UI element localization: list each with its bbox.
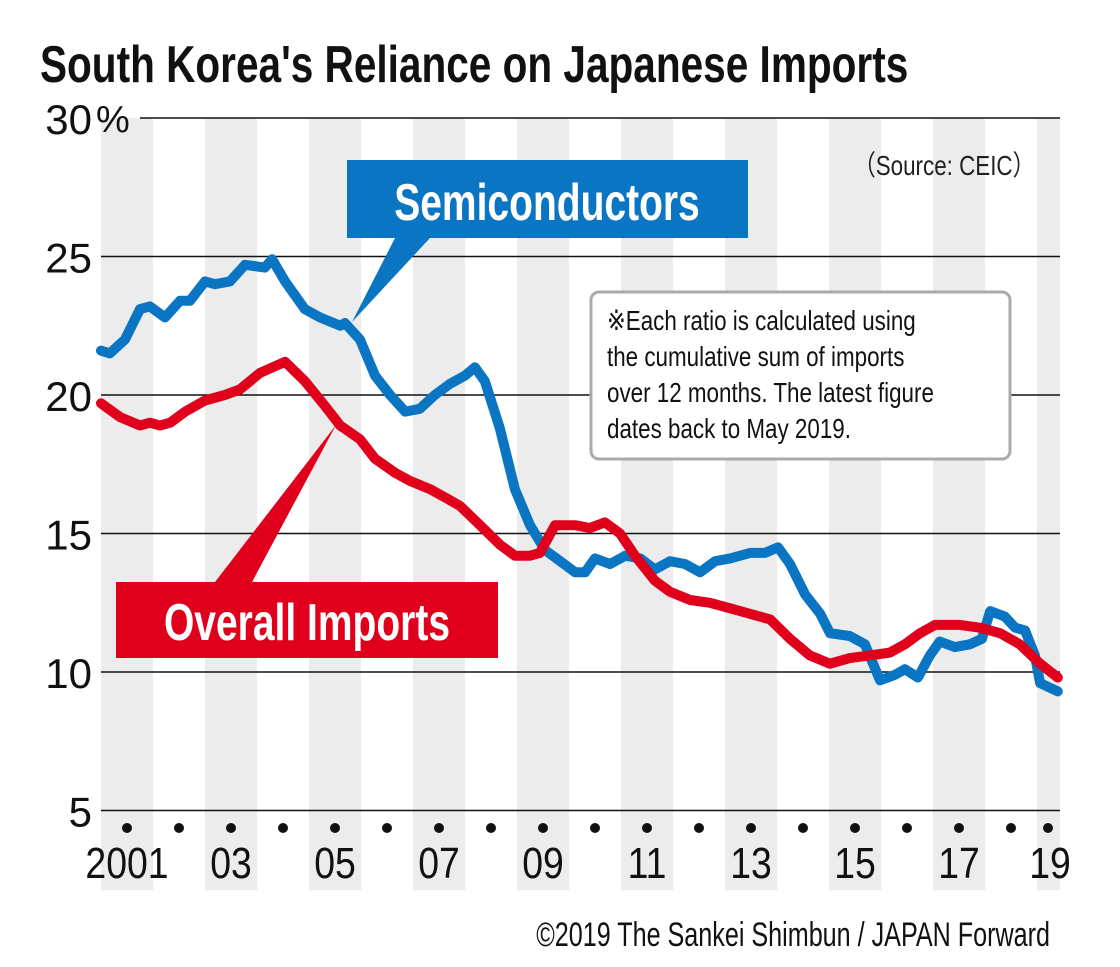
- year-dot: [382, 823, 392, 833]
- year-dot: [642, 823, 652, 833]
- note-line: the cumulative sum of imports: [607, 342, 904, 373]
- note-line: ※Each ratio is calculated using: [607, 306, 916, 337]
- year-dot: [486, 823, 496, 833]
- year-dot: [226, 823, 236, 833]
- year-dot: [954, 823, 964, 833]
- year-dot: [434, 823, 444, 833]
- year-dot: [1043, 823, 1053, 833]
- year-band: [1037, 118, 1060, 890]
- x-tick-label: 15: [834, 838, 876, 888]
- year-dot: [1006, 823, 1016, 833]
- series-line-overall-imports: [96, 356, 1063, 683]
- x-tick-label: 07: [418, 838, 460, 888]
- y-tick-label: 15: [45, 512, 92, 559]
- callout-pointer: [352, 238, 430, 322]
- series-line-semiconductors: [96, 254, 1063, 697]
- source-label: （Source: CEIC）: [853, 151, 1035, 182]
- year-dot: [746, 823, 756, 833]
- year-band: [205, 118, 257, 890]
- label-box: [116, 582, 498, 658]
- year-band: [621, 118, 673, 890]
- chart-title: South Korea's Reliance on Japanese Impor…: [40, 35, 908, 93]
- x-tick-label: 13: [730, 838, 772, 888]
- label-box: [347, 160, 748, 238]
- x-tick-label: 19: [1029, 838, 1071, 888]
- x-axis-labels: 2001 03 05 07 09 11 13 15 17 19: [85, 838, 1070, 888]
- year-dot: [538, 823, 548, 833]
- note-box: [589, 290, 1012, 461]
- y-tick-label: 25: [45, 235, 92, 282]
- year-dot: [590, 823, 600, 833]
- callout-pointer: [215, 425, 336, 582]
- year-dot: [850, 823, 860, 833]
- x-tick-label: 03: [210, 838, 252, 888]
- legend-semiconductors: Semiconductors: [347, 160, 748, 322]
- year-dot: [694, 823, 704, 833]
- series-lines: [96, 254, 1063, 697]
- note-line: over 12 months. The latest figure: [607, 378, 934, 409]
- y-unit-label: %: [96, 99, 130, 141]
- note-text: ※Each ratio is calculated using the cumu…: [607, 306, 934, 445]
- y-tick-label: 10: [45, 650, 92, 697]
- x-tick-label: 11: [628, 838, 667, 888]
- legend-overall-imports: Overall Imports: [116, 425, 498, 658]
- series-label: Overall Imports: [164, 592, 450, 651]
- y-axis-labels: 5 10 15 20 25 30%: [45, 96, 130, 836]
- copyright: ©2019 The Sankei Shimbun / JAPAN Forward: [536, 916, 1050, 954]
- year-band: [725, 118, 777, 890]
- note-line: dates back to May 2019.: [607, 414, 851, 445]
- year-dot: [330, 823, 340, 833]
- year-dots: [122, 823, 1053, 833]
- year-dot: [122, 823, 132, 833]
- year-band: [101, 118, 153, 890]
- y-tick-label: 20: [45, 373, 92, 420]
- series-label: Semiconductors: [394, 172, 700, 231]
- year-dot: [798, 823, 808, 833]
- year-band: [309, 118, 361, 890]
- x-tick-label: 05: [314, 838, 356, 888]
- x-tick-label: 2001: [85, 838, 168, 888]
- y-tick-label: 5: [69, 789, 92, 836]
- year-band: [933, 118, 985, 890]
- x-tick-label: 17: [938, 838, 980, 888]
- year-dot: [902, 823, 912, 833]
- year-dot: [174, 823, 184, 833]
- year-band: [829, 118, 881, 890]
- year-dot: [278, 823, 288, 833]
- y-tick-label: 30: [45, 96, 92, 143]
- x-tick-label: 09: [522, 838, 564, 888]
